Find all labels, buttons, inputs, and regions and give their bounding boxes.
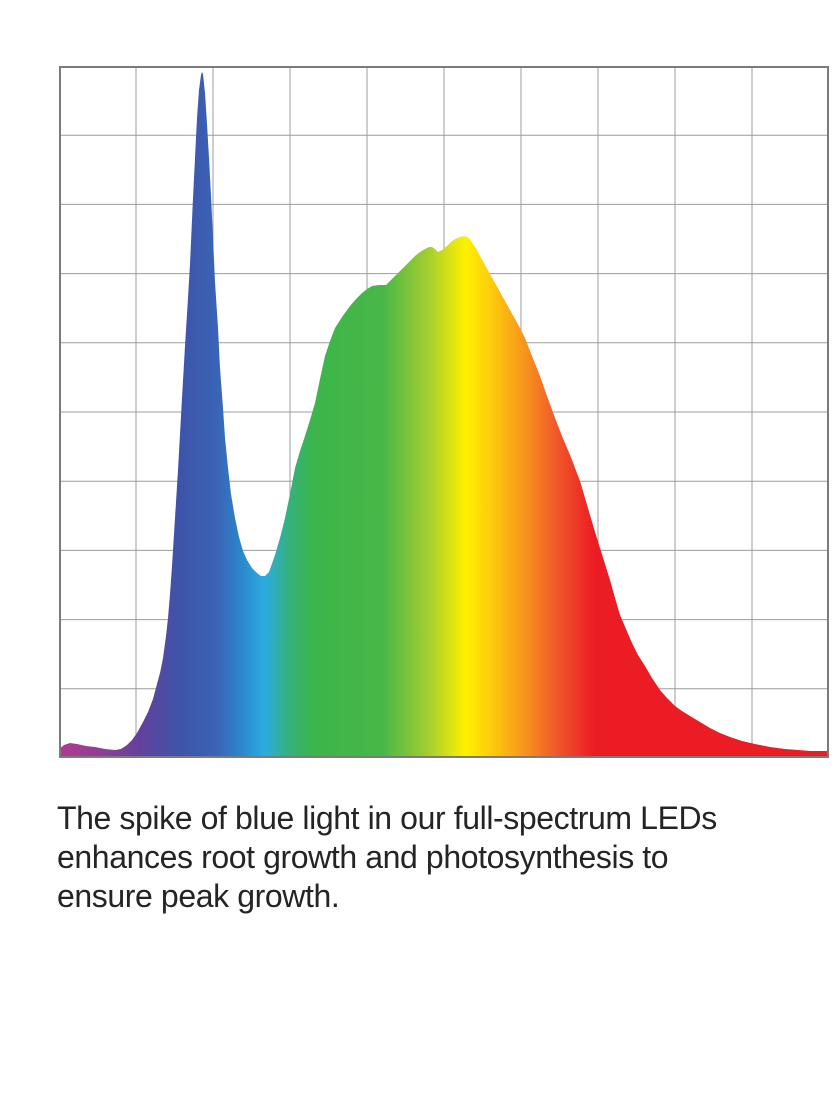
spectrum-chart-container (59, 66, 829, 758)
caption-line-2: enhances root growth and photosynthesis … (57, 839, 669, 875)
spectrum-chart (59, 66, 829, 758)
chart-border (59, 66, 829, 758)
caption-line-1: The spike of blue light in our full-spec… (57, 800, 717, 836)
caption-line-3: ensure peak growth. (57, 878, 340, 914)
caption: The spike of blue light in our full-spec… (57, 799, 797, 916)
spectrum-area (59, 72, 829, 758)
